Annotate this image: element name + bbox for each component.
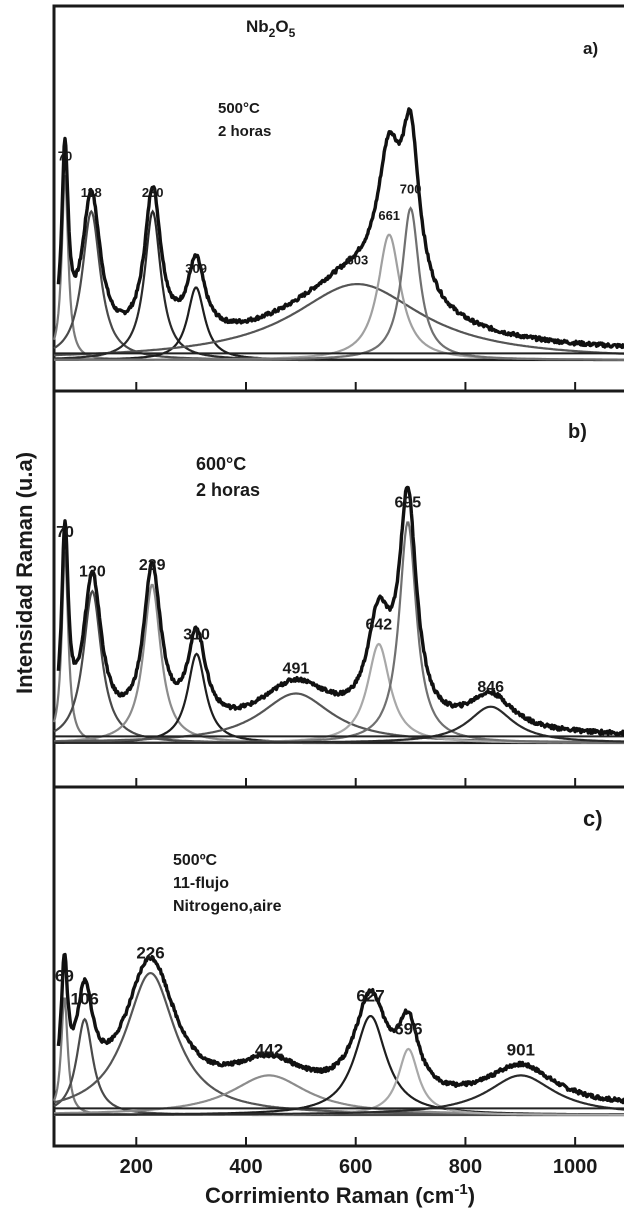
- panel-a-letter: a): [583, 39, 598, 58]
- panel-a-annotation-2: 2 horas: [218, 123, 271, 140]
- peak-label: 696: [394, 1019, 422, 1038]
- title-o: O: [275, 17, 288, 36]
- peak-label: 229: [139, 557, 166, 574]
- peak-label: 846: [477, 679, 504, 696]
- x-ticks: 200 400 600 800 1000: [120, 382, 598, 1178]
- x-tick-label: 1000: [553, 1156, 598, 1178]
- peak-310-curve: [54, 652, 624, 744]
- peak-label: 226: [136, 944, 164, 963]
- peak-label: 627: [356, 986, 384, 1005]
- panel-c-annotation-1: 500ºC: [173, 852, 218, 869]
- panel-b-spectrum: [56, 485, 624, 737]
- peak-846-curve: [54, 705, 624, 744]
- y-axis-label: Intensidad Raman (u.a): [12, 452, 37, 694]
- peak-label: 70: [56, 524, 74, 541]
- peak-label: 309: [185, 261, 207, 276]
- peak-309-curve: [54, 286, 624, 362]
- peak-label: 661: [378, 208, 400, 223]
- peak-label: 442: [255, 1041, 283, 1060]
- title-sub-5: 5: [289, 26, 296, 40]
- peak-69-curve: [52, 997, 624, 1117]
- peak-label: 642: [365, 616, 392, 633]
- peak-603-curve: [54, 283, 624, 357]
- x-tick-label: 400: [229, 1156, 262, 1178]
- x-tick-label: 600: [339, 1156, 372, 1178]
- panel-b-annotation-1: 600°C: [196, 454, 246, 474]
- x-axis-label-main: Corrimiento Raman (cm: [205, 1183, 454, 1208]
- peak-901-curve: [54, 1074, 624, 1116]
- peak-label: 491: [283, 661, 310, 678]
- peak-label: 230: [142, 185, 164, 200]
- panel-a-title: Nb2O5: [246, 17, 296, 40]
- x-tick-label: 800: [449, 1156, 482, 1178]
- panel-c-annotation-2: 11-flujo: [173, 875, 229, 892]
- peak-label: 695: [394, 494, 421, 511]
- peak-627-curve: [54, 1015, 624, 1116]
- peak-label: 901: [507, 1041, 535, 1060]
- peak-695-curve: [54, 521, 624, 744]
- x-axis-label: Corrimiento Raman (cm-1): [205, 1181, 475, 1208]
- panel-a-spectrum: [56, 107, 624, 350]
- title-nb: Nb: [246, 17, 269, 36]
- peak-label: 69: [55, 967, 74, 986]
- peak-106-curve: [53, 1017, 624, 1117]
- panel-c-series: 69 106 226 442 627 696 901: [52, 944, 624, 1117]
- peak-label: 310: [183, 626, 210, 643]
- peak-120-curve: [53, 589, 624, 744]
- panel-c-annotation-3: Nitrogeno,aire: [173, 898, 282, 915]
- peak-226-curve: [53, 971, 624, 1116]
- title-sub-2: 2: [269, 26, 276, 40]
- x-tick-label: 200: [120, 1156, 153, 1178]
- panel-b-series: 70 120 229 310 491 642 695 846: [52, 485, 624, 745]
- panel-a-annotation-1: 500°C: [218, 100, 260, 117]
- x-axis-label-close: ): [468, 1183, 475, 1208]
- peak-700-curve: [54, 206, 624, 361]
- peak-label: 700: [400, 182, 422, 197]
- x-axis-label-sup: -1: [454, 1181, 467, 1198]
- panel-b-letter: b): [568, 421, 587, 443]
- peak-label: 118: [81, 185, 102, 200]
- peak-label: 603: [347, 252, 369, 267]
- panel-c-spectrum: [56, 952, 624, 1105]
- panel-b-annotation-2: 2 horas: [196, 480, 260, 500]
- peak-label: 70: [58, 149, 72, 164]
- peak-label: 106: [71, 990, 99, 1009]
- panel-c-letter: c): [583, 806, 603, 831]
- plot-frame: [52, 4, 624, 1148]
- peak-label: 120: [79, 564, 106, 581]
